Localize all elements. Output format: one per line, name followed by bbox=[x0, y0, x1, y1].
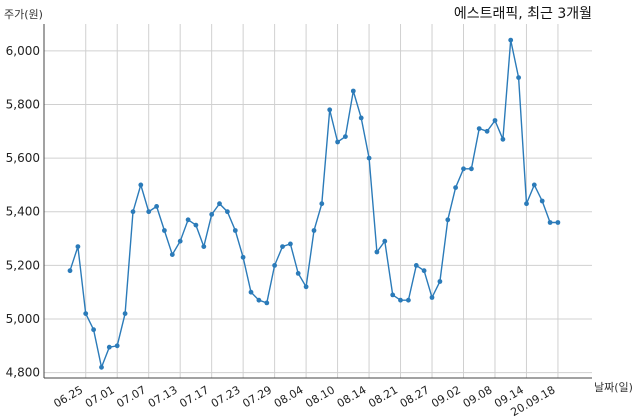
data-point bbox=[217, 201, 222, 206]
data-point bbox=[319, 201, 324, 206]
chart-title: 에스트래픽, 최근 3개월 bbox=[454, 6, 592, 22]
data-point bbox=[296, 271, 301, 276]
data-point bbox=[461, 166, 466, 171]
data-point bbox=[556, 220, 561, 225]
data-point bbox=[131, 209, 136, 214]
series bbox=[68, 38, 561, 370]
y-tick-label: 6,000 bbox=[6, 44, 40, 58]
data-point bbox=[107, 345, 112, 350]
data-point bbox=[241, 255, 246, 260]
x-tick-label: 09.02 bbox=[429, 383, 463, 410]
data-point bbox=[209, 212, 214, 217]
x-tick-label: 08.10 bbox=[303, 383, 337, 410]
x-tick-label: 07.13 bbox=[146, 383, 180, 410]
data-point bbox=[76, 244, 81, 249]
data-point bbox=[257, 298, 262, 303]
y-tick-label: 5,400 bbox=[6, 205, 40, 219]
y-tick-labels: 4,800 5,000 5,200 5,400 5,600 5,800 6,000 bbox=[6, 44, 40, 380]
y-tick-label: 5,800 bbox=[6, 97, 40, 111]
data-point bbox=[343, 134, 348, 139]
data-point bbox=[186, 217, 191, 222]
y-tick-label: 4,800 bbox=[6, 366, 40, 380]
data-point bbox=[445, 217, 450, 222]
data-point bbox=[68, 268, 73, 273]
data-point bbox=[367, 156, 372, 161]
x-tick-label: 08.21 bbox=[366, 383, 400, 410]
data-point bbox=[288, 242, 293, 247]
x-tick-label: 08.27 bbox=[398, 383, 432, 410]
y-tick-label: 5,600 bbox=[6, 151, 40, 165]
data-point bbox=[335, 140, 340, 145]
data-point bbox=[304, 284, 309, 289]
y-tick-label: 5,000 bbox=[6, 312, 40, 326]
data-point bbox=[508, 38, 513, 43]
x-tick-label: 07.07 bbox=[114, 383, 148, 410]
data-point bbox=[406, 298, 411, 303]
data-point bbox=[485, 129, 490, 134]
data-point bbox=[225, 209, 230, 214]
x-tick-label: 07.23 bbox=[209, 383, 243, 410]
data-point bbox=[422, 268, 427, 273]
data-point bbox=[91, 327, 96, 332]
data-point bbox=[414, 263, 419, 268]
data-point bbox=[201, 244, 206, 249]
data-point bbox=[516, 75, 521, 80]
data-point bbox=[162, 228, 167, 233]
data-point bbox=[194, 223, 199, 228]
data-point bbox=[438, 279, 443, 284]
data-point bbox=[540, 199, 545, 204]
data-point bbox=[493, 118, 498, 123]
data-point bbox=[469, 166, 474, 171]
x-tick-label: 08.14 bbox=[335, 383, 369, 410]
data-point bbox=[264, 301, 269, 306]
y-axis-title: 주가(원) bbox=[4, 8, 43, 21]
data-point bbox=[532, 183, 537, 188]
data-point bbox=[430, 295, 435, 300]
x-tick-label: 09.08 bbox=[461, 383, 495, 410]
x-tick-label: 07.01 bbox=[83, 383, 117, 410]
x-tick-labels: 06.2507.0107.0707.1307.1707.2307.2908.04… bbox=[51, 383, 557, 419]
data-point bbox=[359, 116, 364, 121]
data-point bbox=[390, 293, 395, 298]
data-point bbox=[524, 201, 529, 206]
data-point bbox=[477, 126, 482, 131]
data-point bbox=[327, 107, 332, 112]
data-point bbox=[548, 220, 553, 225]
grid bbox=[44, 24, 592, 378]
data-point bbox=[272, 263, 277, 268]
data-point bbox=[178, 239, 183, 244]
data-point bbox=[351, 89, 356, 94]
data-point bbox=[375, 250, 380, 255]
data-point bbox=[123, 311, 128, 316]
data-point bbox=[146, 209, 151, 214]
x-tick-label: 08.04 bbox=[272, 383, 306, 410]
data-point bbox=[233, 228, 238, 233]
data-point bbox=[154, 204, 159, 209]
data-point bbox=[453, 185, 458, 190]
data-point bbox=[99, 365, 104, 370]
data-point bbox=[382, 239, 387, 244]
x-tick-label: 06.25 bbox=[51, 383, 85, 410]
data-point bbox=[249, 290, 254, 295]
y-tick-label: 5,200 bbox=[6, 258, 40, 272]
x-tick-label: 07.17 bbox=[177, 383, 211, 410]
data-point bbox=[398, 298, 403, 303]
data-point bbox=[138, 183, 143, 188]
data-point bbox=[312, 228, 317, 233]
x-axis-title: 날짜(일) bbox=[594, 380, 633, 394]
data-point bbox=[115, 343, 120, 348]
data-point bbox=[501, 137, 506, 142]
data-point bbox=[83, 311, 88, 316]
x-tick-label: 07.29 bbox=[240, 383, 274, 410]
series-line bbox=[70, 40, 558, 367]
data-point bbox=[280, 244, 285, 249]
data-point bbox=[170, 252, 175, 257]
axes bbox=[44, 24, 592, 378]
